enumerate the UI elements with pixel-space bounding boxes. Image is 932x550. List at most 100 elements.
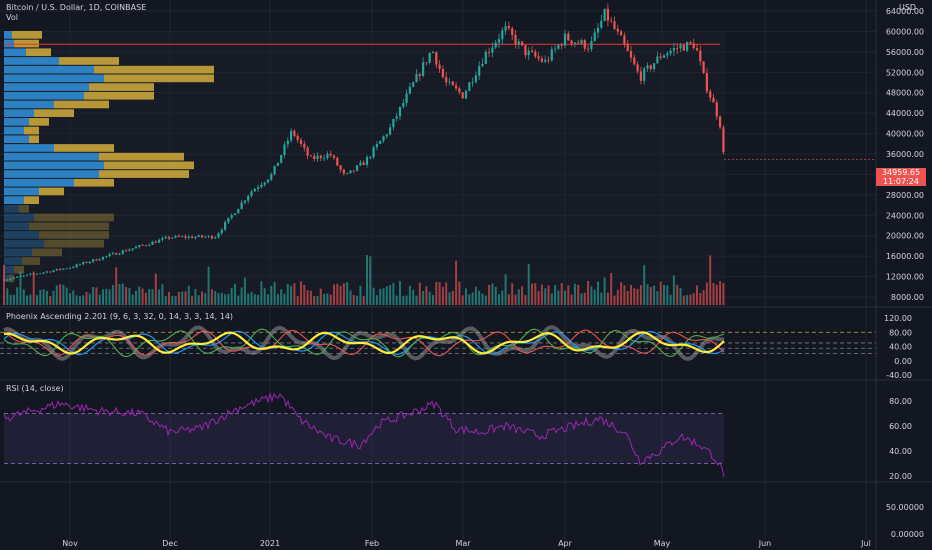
candle-body [349,170,352,174]
volume-bar [283,293,286,305]
volume-bar [620,282,623,305]
volume-bar [534,283,537,305]
volume-bar [135,290,137,305]
volume-profile-sell-bar [39,187,64,196]
volume-bar [359,285,362,305]
volume-bar [590,286,593,305]
candle-body [88,261,91,263]
volume-bar [537,291,540,305]
candle-body [464,90,468,99]
candle-body [75,264,78,268]
candle-body [243,200,246,203]
volume-bar [168,291,170,305]
volume-bar [405,295,408,305]
candle-body [115,253,118,255]
volume-bar [455,260,458,305]
volume-profile-buy-bar [4,48,26,57]
candle-body [497,39,501,43]
rsi-tick-label: 60.00 [889,422,912,431]
candle-body [610,20,613,22]
candle-body [187,236,190,238]
volume-bar [709,255,712,305]
volume-bar [696,285,698,305]
volume-bar [346,282,349,305]
volume-bar [207,266,210,305]
candle-body [161,238,164,240]
volume-bar [692,293,695,305]
candle-body [471,81,474,83]
volume-bar [3,264,5,305]
candle-body [603,8,606,21]
volume-bar [12,294,15,305]
candle-body [616,28,619,32]
candle-body [59,268,62,270]
candle-body [49,271,52,273]
volume-bar [105,288,108,305]
volume-bar [633,288,636,305]
volume-bar [676,284,679,305]
volume-bar [498,294,500,305]
candle-body [722,127,725,153]
volume-profile-sell-bar [74,178,114,187]
volume-bar [613,295,616,305]
volume-bar [653,285,656,305]
volume-bar [362,296,365,305]
rsi-line [3,391,725,477]
candle-body [689,42,692,44]
time-tick-label: Apr [558,539,573,548]
candle-body [108,254,111,256]
volume-bar [214,291,217,305]
volume-profile-sell-bar [34,213,114,222]
volume-bar [187,285,190,305]
volume-bar [82,295,85,305]
volume-bar [557,290,560,305]
volume-bar [689,294,692,305]
volume-bar [415,295,418,305]
volume-bar [88,293,91,305]
volume-bar [712,283,715,305]
volume-profile-buy-bar [4,239,44,248]
candle-body [141,245,144,246]
volume-bar [517,289,520,305]
volume-bar [593,289,596,305]
candle-body [78,264,81,266]
volume-bar [19,271,22,305]
candle-body [613,21,616,29]
volume-bar [118,283,121,305]
volume-profile-buy-bar [4,91,84,100]
volume-bar [267,294,269,305]
candle-body [455,85,458,89]
candle-body [270,174,273,180]
candle-body [666,53,669,56]
phoenix-indicator-label[interactable]: Phoenix Ascending 2.201 (9, 6, 3, 32, 0,… [6,312,234,321]
volume-profile-sell-bar [104,161,194,170]
volume-bar [521,286,524,305]
candle-body [379,140,382,144]
rsi-indicator-label[interactable]: RSI (14, close) [6,384,64,393]
volume-bar [296,296,299,305]
volume-bar [26,295,29,305]
candle-body [441,69,444,78]
candle-body [550,49,553,61]
volume-bar [154,273,157,305]
candle-body [639,71,642,81]
candle-body [458,88,461,93]
volume-profile-buy-bar [4,274,9,283]
price-tick-label: 44000.00 [886,109,924,118]
candle-body [570,40,573,44]
candle-body [250,191,253,196]
candle-body [438,64,441,70]
candle-body [125,250,128,252]
time-tick-label: Mar [455,539,471,548]
volume-bar [290,285,293,305]
candle-body [468,82,471,91]
candle-body [649,65,652,69]
volume-bar [217,293,220,305]
volume-bar [428,291,431,305]
candle-body [600,20,603,28]
volume-bar [699,293,702,305]
volume-profile-buy-bar [4,213,34,222]
volume-bar [425,286,428,305]
candle-body [389,127,392,135]
